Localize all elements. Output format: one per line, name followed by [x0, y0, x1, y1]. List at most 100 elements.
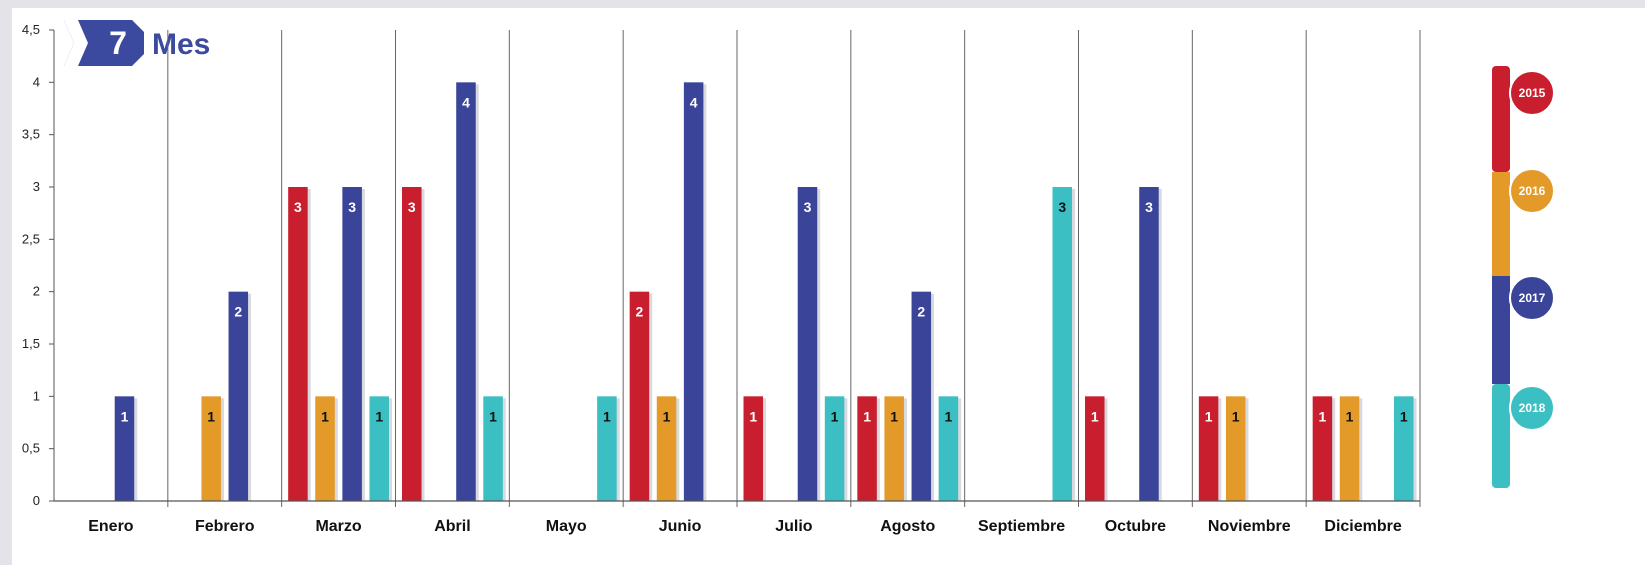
data-label: 1 — [663, 408, 671, 424]
data-label: 1 — [375, 408, 383, 424]
badge-shape — [64, 20, 144, 66]
bar-2015-marzo — [288, 187, 308, 501]
data-label: 4 — [690, 94, 698, 110]
title-badge: 7 Mes — [64, 20, 210, 66]
x-tick-label: Octubre — [1105, 518, 1166, 535]
data-labels: 1 1 2 3 1 3 1 3 4 1 1 2 1 4 1 3 1 1 1 2 1 3 1 3 1 1 1 1 1 — [121, 94, 1408, 424]
data-label: 1 — [831, 408, 839, 424]
y-tick-label: 2,5 — [22, 231, 40, 246]
x-tick-label: Agosto — [880, 518, 935, 535]
legend-marker-2015 — [1509, 70, 1555, 116]
x-tick-label: Junio — [659, 518, 702, 535]
badge-number: 7 — [109, 25, 127, 61]
x-tick-label: Enero — [88, 518, 134, 535]
bar-2017-febrero — [228, 291, 249, 501]
grid — [167, 30, 1421, 507]
legend-band-2017 — [1492, 276, 1510, 384]
data-label: 2 — [917, 304, 925, 320]
data-label: 1 — [207, 408, 215, 424]
bar-2016-marzo — [315, 396, 335, 501]
bar-2017-junio — [683, 82, 704, 501]
data-label: 3 — [408, 199, 416, 215]
legend-marker-2016 — [1509, 168, 1555, 214]
data-label: 1 — [1319, 408, 1327, 424]
data-label: 3 — [348, 199, 356, 215]
data-label: 4 — [462, 94, 470, 110]
bar-2017-enero — [114, 396, 135, 501]
badge-chevron-icon — [64, 20, 88, 66]
data-label: 1 — [890, 408, 898, 424]
legend-band-2016 — [1492, 172, 1510, 276]
bar-2016-junio — [656, 396, 677, 501]
bar-2017-julio — [797, 187, 818, 501]
legend: 2015 2016 2017 2018 — [1492, 66, 1555, 488]
data-label: 3 — [1145, 199, 1153, 215]
bar-2018-septiembre — [1052, 187, 1072, 501]
legend-marker-2018 — [1509, 385, 1555, 431]
bar-2017-agosto — [911, 291, 932, 501]
data-label: 1 — [121, 408, 129, 424]
y-tick-label: 1 — [33, 388, 40, 403]
badge-label: Mes — [152, 28, 210, 61]
x-tick-label: Julio — [775, 518, 813, 535]
y-tick-label: 4,5 — [22, 22, 40, 37]
x-tick-label: Marzo — [315, 518, 361, 535]
data-label: 3 — [294, 199, 302, 215]
bar-2015-julio — [743, 396, 764, 501]
data-label: 1 — [1205, 408, 1213, 424]
bar-2015-abril — [402, 187, 422, 501]
bar-2015-noviembre — [1198, 396, 1219, 501]
chart-panel: 7 Mes 1 1 2 3 1 3 1 3 4 1 1 2 1 4 1 3 1 1 1 2 1 3 1 3 1 1 1 1 1 0 0,5… — [12, 8, 1645, 565]
x-tick-label: Febrero — [195, 518, 255, 535]
bar-2016-diciembre — [1339, 396, 1360, 501]
data-label: 3 — [804, 199, 812, 215]
y-tick-label: 4 — [33, 74, 40, 89]
y-tick-label: 2 — [33, 284, 40, 299]
bar-2016-febrero — [201, 396, 221, 501]
data-label: 1 — [945, 408, 953, 424]
bar-2017-abril — [456, 82, 476, 501]
bar-2017-octubre — [1139, 187, 1159, 501]
data-label: 1 — [1346, 408, 1354, 424]
chart: 7 Mes 1 1 2 3 1 3 1 3 4 1 1 2 1 4 1 3 1 1 1 2 1 3 1 3 1 1 1 1 1 0 0,5… — [22, 20, 1555, 535]
legend-label-2018: 2018 — [1519, 401, 1546, 415]
legend-marker-2017 — [1509, 275, 1555, 321]
x-tick-label: Noviembre — [1208, 518, 1291, 535]
bar-2018-julio — [824, 396, 845, 501]
data-label: 2 — [636, 304, 644, 320]
legend-label-2015: 2015 — [1519, 86, 1546, 100]
data-label: 1 — [863, 408, 871, 424]
y-tick-label: 3,5 — [22, 127, 40, 142]
data-label: 1 — [1232, 408, 1240, 424]
y-tick-label: 3 — [33, 179, 40, 194]
bar-2015-agosto — [857, 396, 877, 501]
bar-2015-diciembre — [1312, 396, 1333, 501]
bar-2018-mayo — [597, 396, 617, 501]
x-tick-label: Mayo — [546, 518, 587, 535]
data-label: 2 — [234, 304, 242, 320]
y-tick-label: 0,5 — [22, 441, 40, 456]
bar-2018-agosto — [938, 396, 959, 501]
legend-band-2015 — [1492, 66, 1510, 172]
data-label: 1 — [1400, 408, 1408, 424]
data-label: 1 — [1091, 408, 1099, 424]
bar-2018-marzo — [369, 396, 389, 501]
bar-2018-abril — [483, 396, 503, 501]
axes: 0 0,5 1 1,5 2 2,5 3 3,5 4 4,5 Enero Febrero Marzo Abr… — [22, 22, 1420, 535]
legend-band-2018 — [1492, 384, 1510, 488]
y-tick-label: 1,5 — [22, 336, 40, 351]
bar-2015-junio — [629, 291, 650, 501]
data-label: 1 — [321, 408, 329, 424]
data-label: 1 — [603, 408, 611, 424]
bar-2016-noviembre — [1225, 396, 1246, 501]
data-label: 1 — [749, 408, 757, 424]
legend-label-2017: 2017 — [1519, 291, 1546, 305]
y-tick-label: 0 — [33, 493, 40, 508]
bar-2015-octubre — [1085, 396, 1105, 501]
x-tick-label: Septiembre — [978, 518, 1065, 535]
x-tick-label: Abril — [434, 518, 470, 535]
data-label: 1 — [489, 408, 497, 424]
x-tick-label: Diciembre — [1324, 518, 1401, 535]
bar-2017-marzo — [342, 187, 362, 501]
bars — [114, 82, 1417, 501]
